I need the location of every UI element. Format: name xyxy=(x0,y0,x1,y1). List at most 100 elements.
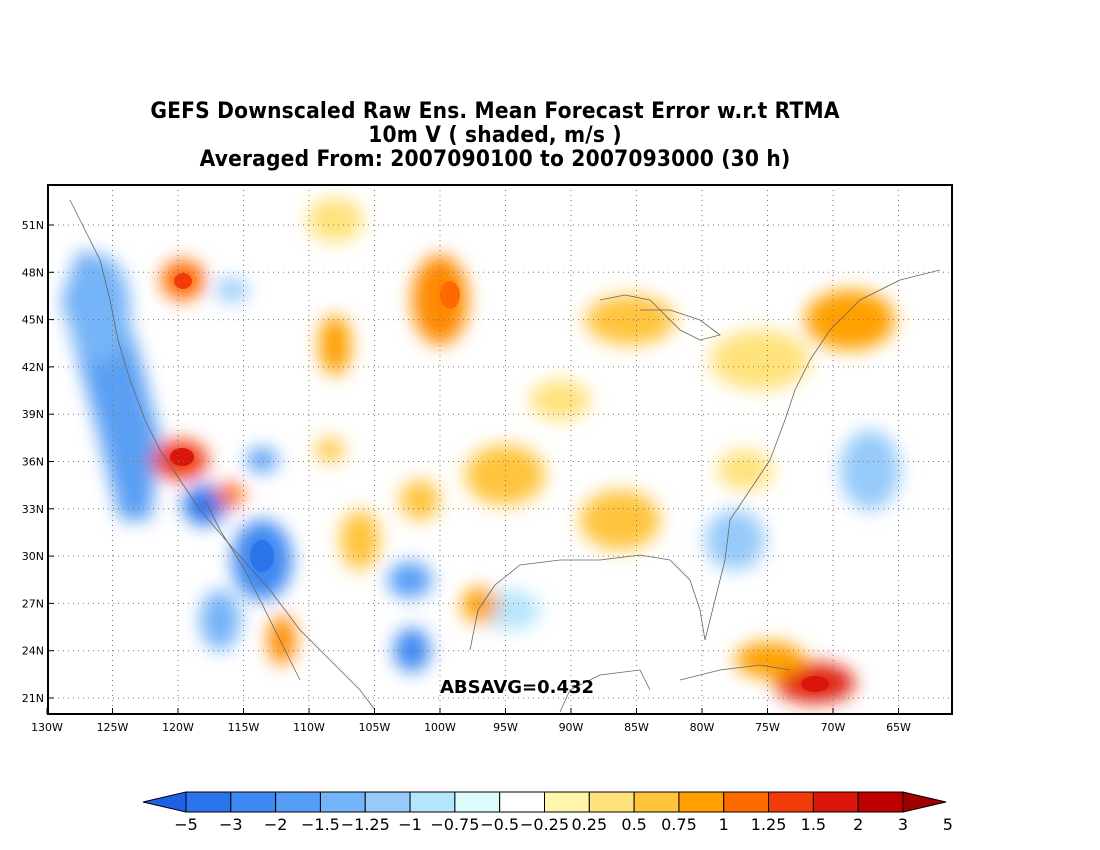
lon-tick-label: 115W xyxy=(228,721,260,734)
colorbar: −5 −3 −2 −1.5 −1.25 −1 −0.75 −0.5 −0.25 0.25 0.5 0.… xyxy=(142,791,953,834)
coastline-northeast xyxy=(809,269,941,361)
colorbar-swatch xyxy=(185,791,232,813)
map-frame-border xyxy=(47,184,953,715)
colorbar-swatch xyxy=(678,791,725,813)
lat-tick-label: 48N xyxy=(22,266,44,279)
colorbar-swatch xyxy=(409,791,456,813)
colorbar-arrow-low xyxy=(142,791,187,813)
colorbar-label: −1 xyxy=(398,815,422,834)
colorbar-swatch xyxy=(230,791,277,813)
colorbar-swatch xyxy=(499,791,545,813)
blob-southeast-positive xyxy=(580,490,660,550)
blob-florida-negative xyxy=(705,510,765,570)
colorbar-swatch xyxy=(812,791,859,813)
core-washington xyxy=(174,273,192,289)
coastline-cuba xyxy=(679,664,791,681)
lon-tick-label: 65W xyxy=(886,721,911,734)
lon-tick-label: 90W xyxy=(559,721,584,734)
blob-montana-positive xyxy=(319,315,351,375)
blob-westmex-positive xyxy=(268,615,296,665)
lon-tick-label: 85W xyxy=(624,721,649,734)
core-baja xyxy=(250,540,274,572)
graticule xyxy=(48,185,952,714)
blob-greatlakes-positive xyxy=(585,295,675,345)
lat-tick-label: 39N xyxy=(22,408,44,421)
core-dakotas xyxy=(440,281,460,309)
blob-plains-positive xyxy=(340,510,380,570)
colorbar-swatch xyxy=(275,791,321,813)
colorbar-label: −0.25 xyxy=(520,815,569,834)
anomaly-blobs xyxy=(62,198,900,703)
colorbar-label: −1.25 xyxy=(341,815,390,834)
colorbar-swatch xyxy=(768,791,814,813)
colorbar-arrow-high xyxy=(902,791,947,813)
colorbar-swatch xyxy=(544,791,590,813)
core-caribbean xyxy=(801,676,829,692)
colorbar-label: −1.5 xyxy=(301,815,340,834)
lat-tick-label: 42N xyxy=(22,361,44,374)
coastline-lakes xyxy=(599,294,721,341)
blob-texas-positive xyxy=(400,480,440,520)
lon-tick-label: 130W xyxy=(31,721,63,734)
blob-gulfcoast-positive xyxy=(462,587,498,623)
blob-mex-pacific-negative xyxy=(200,590,240,650)
lon-tick-label: 120W xyxy=(162,721,194,734)
blob-colorado-positive xyxy=(307,198,363,242)
colorbar-swatch xyxy=(633,791,680,813)
shaded-field xyxy=(48,198,952,712)
colorbar-label: −2 xyxy=(264,815,288,834)
coastline-west xyxy=(69,199,376,711)
axis-ticks xyxy=(46,224,899,714)
blob-midatlantic-positive xyxy=(710,330,810,390)
coastline-baja xyxy=(204,499,301,681)
lon-tick-label: 105W xyxy=(359,721,391,734)
blob-mexico-south-negative xyxy=(394,628,430,672)
colorbar-label: 2 xyxy=(853,815,863,834)
lat-tick-label: 33N xyxy=(22,503,44,516)
blob-idaho-negative xyxy=(216,278,248,302)
blob-cuba-positive xyxy=(735,642,805,678)
colorbar-label: −3 xyxy=(219,815,243,834)
lon-tick-labels: 130W 125W 120W 115W 110W 105W 100W 95W 90W 85W 80W… xyxy=(31,721,911,734)
colorbar-swatch xyxy=(857,791,904,813)
lon-tick-label: 80W xyxy=(690,721,715,734)
blob-pacnw-negative xyxy=(70,255,130,365)
colorbar-swatch xyxy=(364,791,411,813)
blob-nevada-negative xyxy=(246,448,278,472)
colorbar-swatch xyxy=(454,791,501,813)
blob-kansas-positive xyxy=(530,380,590,420)
coastline-yucatan xyxy=(559,669,651,713)
colorbar-label: 3 xyxy=(898,815,908,834)
lat-tick-label: 21N xyxy=(22,692,44,705)
lat-tick-label: 36N xyxy=(22,456,44,469)
coastlines xyxy=(69,199,941,713)
lat-tick-labels: 21N 24N 27N 30N 33N 36N 39N 42N 45N 48N 51N xyxy=(22,219,44,705)
coastline-gulf xyxy=(469,554,706,651)
lat-tick-label: 30N xyxy=(22,550,44,563)
lat-tick-label: 27N xyxy=(22,597,44,610)
lat-tick-label: 24N xyxy=(22,645,44,658)
colorbar-swatch xyxy=(588,791,635,813)
colorbar-label: −0.75 xyxy=(430,815,479,834)
title-line-2: 10m V ( shaded, m/s ) xyxy=(368,123,622,148)
colorbar-swatch xyxy=(723,791,770,813)
colorbar-label: 0.5 xyxy=(621,815,646,834)
colorbar-swatch xyxy=(319,791,366,813)
colorbar-label: 1.25 xyxy=(751,815,787,834)
blob-mexico-negative xyxy=(388,562,432,598)
title-line-3: Averaged From: 2007090100 to 2007093000 … xyxy=(199,147,791,172)
title-line-1: GEFS Downscaled Raw Ens. Mean Forecast E… xyxy=(150,99,840,124)
chart-title: GEFS Downscaled Raw Ens. Mean Forecast E… xyxy=(0,100,990,172)
blob-atlantic-negative xyxy=(840,430,900,510)
blob-az-positive xyxy=(216,483,244,507)
colorbar-label: −5 xyxy=(174,815,198,834)
blob-newengland-positive xyxy=(805,290,895,350)
colorbar-label: −0.5 xyxy=(480,815,519,834)
lon-tick-label: 75W xyxy=(755,721,780,734)
coastline-florida xyxy=(704,359,811,641)
lon-tick-label: 95W xyxy=(493,721,518,734)
colorbar-label: 0.75 xyxy=(661,815,697,834)
blob-carolina-positive xyxy=(717,450,773,490)
lat-tick-label: 45N xyxy=(22,314,44,327)
